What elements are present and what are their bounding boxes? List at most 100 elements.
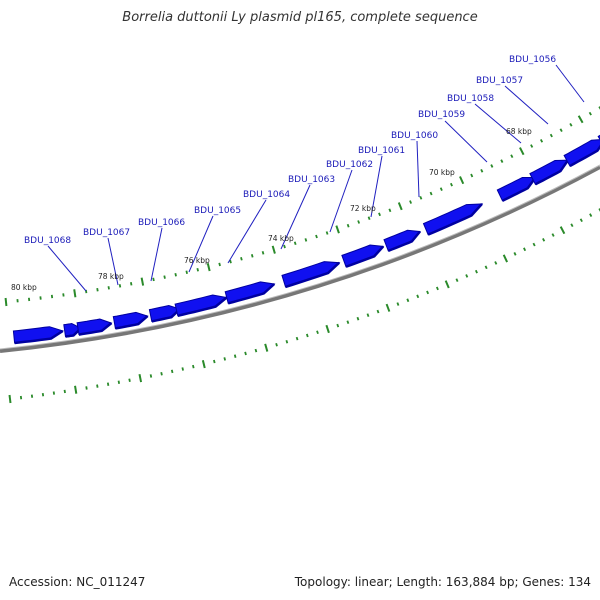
minor-tick — [419, 196, 423, 200]
gene-label-bdu-1064[interactable]: BDU_1064 — [243, 190, 290, 200]
kbp-label: 78 kbp — [98, 272, 124, 281]
minor-tick — [85, 386, 88, 390]
minor-tick — [396, 302, 400, 306]
minor-tick — [551, 233, 555, 237]
major-tick — [4, 297, 8, 307]
minor-tick — [598, 208, 600, 212]
kbp-label: 80 kbp — [11, 283, 37, 292]
minor-tick — [181, 367, 184, 371]
minor-tick — [470, 173, 474, 178]
minor-tick — [275, 342, 278, 347]
gene-track — [12, 134, 600, 345]
gene-label-bdu-1056[interactable]: BDU_1056 — [509, 55, 556, 65]
minor-tick — [325, 231, 329, 235]
minor-tick — [378, 212, 381, 217]
minor-tick — [579, 218, 583, 223]
label-leader-lines — [47, 64, 585, 292]
gene-arrow-shade — [345, 245, 385, 268]
gene-label-bdu-1061[interactable]: BDU_1061 — [358, 146, 405, 156]
gene-arrow-shade — [151, 308, 181, 323]
minor-tick — [160, 371, 163, 376]
gene-label-bdu-1062[interactable]: BDU_1062 — [326, 160, 373, 170]
gene-arrow — [383, 229, 421, 252]
label-leader-line — [370, 155, 383, 218]
major-tick — [559, 226, 566, 235]
major-tick — [206, 263, 211, 272]
minor-tick — [367, 216, 371, 220]
gene-label-bdu-1067[interactable]: BDU_1067 — [83, 228, 130, 238]
label-leader-line — [47, 245, 87, 292]
minor-tick — [316, 330, 319, 335]
sequence-backbone — [0, 165, 600, 353]
minor-tick — [315, 234, 318, 239]
major-tick — [138, 373, 143, 383]
major-tick — [502, 254, 509, 263]
minor-tick — [285, 339, 289, 344]
minor-tick — [185, 270, 188, 275]
minor-tick — [223, 357, 227, 361]
gene-arrow — [341, 244, 385, 268]
gene-label-bdu-1060[interactable]: BDU_1060 — [391, 131, 438, 141]
gene-arrow-shade — [569, 144, 600, 168]
gene-arrow-shade — [534, 159, 570, 186]
gene-arrow — [496, 177, 537, 202]
minor-tick — [429, 191, 433, 196]
minor-tick — [406, 298, 410, 303]
minor-tick — [357, 220, 361, 224]
gene-arrow-shade — [14, 329, 64, 345]
minor-tick — [388, 208, 392, 213]
major-tick — [8, 394, 12, 404]
outer-tick-ring — [8, 208, 600, 404]
major-tick — [444, 280, 450, 289]
minor-tick — [513, 252, 517, 256]
minor-tick — [570, 223, 574, 228]
minor-tick — [283, 244, 286, 249]
major-tick — [335, 225, 340, 234]
minor-tick — [500, 159, 504, 163]
gene-label-bdu-1063[interactable]: BDU_1063 — [288, 175, 335, 185]
gene-label-bdu-1057[interactable]: BDU_1057 — [476, 76, 523, 86]
minor-tick — [96, 287, 99, 292]
minor-tick — [254, 348, 258, 353]
minor-tick — [450, 182, 453, 187]
minor-tick — [409, 200, 413, 204]
minor-tick — [480, 168, 484, 173]
minor-tick — [130, 282, 133, 286]
label-leader-line — [416, 140, 420, 198]
inner-tick-ring — [4, 106, 600, 307]
minor-tick — [549, 133, 553, 138]
minor-tick — [261, 251, 265, 255]
major-tick — [140, 277, 145, 286]
minor-tick — [455, 278, 459, 282]
gene-label-bdu-1059[interactable]: BDU_1059 — [418, 110, 465, 120]
map-title: Borrelia duttonii Ly plasmid pl165, comp… — [122, 10, 478, 25]
major-tick — [385, 303, 391, 312]
gene-label-bdu-1066[interactable]: BDU_1066 — [138, 218, 185, 228]
minor-tick — [305, 333, 309, 338]
major-tick — [325, 324, 330, 334]
minor-tick — [229, 259, 232, 264]
minor-tick — [346, 223, 350, 228]
minor-tick — [192, 364, 195, 369]
accession-text: Accession: NC_011247 — [9, 575, 146, 589]
major-tick — [519, 147, 525, 156]
minor-tick — [304, 238, 308, 242]
sequence-summary: Topology: linear; Length: 163,884 bp; Ge… — [294, 575, 591, 589]
minor-tick — [218, 262, 221, 267]
minor-tick — [559, 128, 563, 133]
gene-label-bdu-1068[interactable]: BDU_1068 — [24, 236, 71, 246]
label-leader-line — [444, 120, 488, 163]
gene-label-bdu-1065[interactable]: BDU_1065 — [194, 206, 241, 216]
gene-label-bdu-1058[interactable]: BDU_1058 — [447, 94, 494, 104]
minor-tick — [376, 309, 380, 314]
label-leader-line — [227, 199, 267, 264]
label-leader-line — [504, 85, 549, 125]
minor-tick — [174, 272, 177, 277]
label-leader-line — [329, 169, 353, 233]
label-leader-line — [150, 227, 163, 282]
minor-tick — [118, 284, 122, 288]
minor-tick — [250, 254, 254, 258]
minor-tick — [233, 354, 237, 358]
label-leader-line — [474, 103, 522, 144]
